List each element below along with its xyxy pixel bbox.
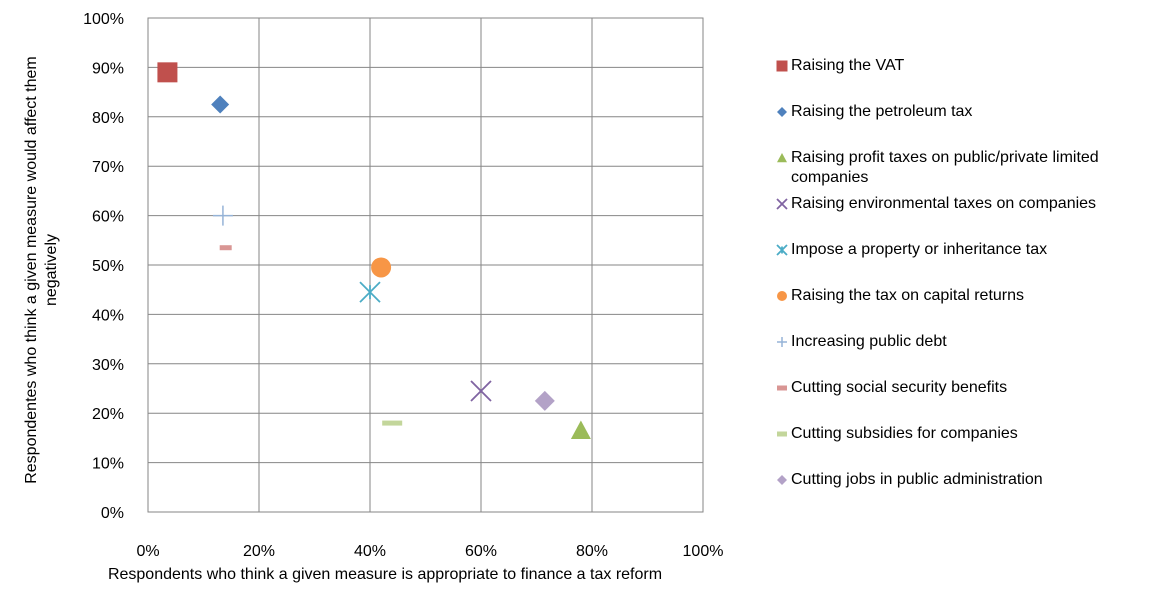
data-point — [371, 257, 392, 278]
legend-marker — [777, 337, 787, 347]
y-tick-label: 10% — [92, 456, 124, 473]
legend-swatch — [777, 107, 787, 117]
x-tick-label: 40% — [354, 543, 386, 560]
legend-label: Increasing public debt — [791, 333, 947, 350]
legend-swatch — [777, 153, 787, 163]
legend-marker — [777, 475, 787, 485]
legend-swatch — [777, 337, 787, 347]
legend-item: Cutting jobs in public administration — [775, 470, 1156, 490]
data-point — [359, 281, 381, 303]
legend-marker — [776, 60, 788, 72]
x-tick-label: 100% — [683, 543, 724, 560]
legend-marker — [777, 385, 787, 391]
legend-marker — [776, 198, 788, 210]
legend-item: Raising the petroleum tax — [775, 102, 1156, 122]
legend-marker — [777, 153, 787, 163]
legend-label: Raising the tax on capital returns — [791, 287, 1025, 304]
legend-swatch — [776, 60, 788, 72]
legend-item: Raising the tax on capital returns — [775, 286, 1156, 306]
y-axis-label-container: Respondentes who think a given measure w… — [12, 20, 72, 520]
legend-swatch — [777, 385, 787, 391]
legend-swatch — [777, 431, 787, 437]
legend-marker — [777, 431, 787, 437]
legend-label: Cutting subsidies for companies — [791, 425, 1018, 442]
y-tick-label: 90% — [92, 60, 124, 77]
legend-label: Impose a property or inheritance tax — [791, 241, 1048, 258]
plot-area: 0% 10% 20% 30% 40% 50% 60% 70% 80% 90% 100% 0% 20% 40… — [83, 11, 724, 560]
legend-label: Raising the VAT — [791, 57, 905, 74]
data-point — [211, 95, 230, 114]
legend-swatch — [777, 475, 787, 485]
data-point — [212, 205, 233, 226]
y-tick-label: 70% — [92, 159, 124, 176]
legend-label: Cutting social security benefits — [791, 379, 1008, 396]
data-point — [470, 380, 492, 402]
y-axis-label: Respondentes who think a given measure w… — [23, 56, 60, 484]
x-tick-label: 20% — [243, 543, 275, 560]
data-point — [534, 390, 555, 411]
legend-item: Cutting subsidies for companies — [775, 424, 1156, 444]
x-tick-label: 0% — [136, 543, 159, 560]
data-point — [157, 62, 178, 83]
y-tick-label: 0% — [101, 505, 124, 522]
data-point — [219, 245, 232, 251]
y-tick-label: 80% — [92, 110, 124, 127]
x-tick-label: 60% — [465, 543, 497, 560]
legend-marker — [777, 107, 787, 117]
y-tick-label: 50% — [92, 258, 124, 275]
legend-item: Raising the VAT — [775, 56, 1156, 76]
y-tick-label: 40% — [92, 307, 124, 324]
x-axis-label: Respondents who think a given measure is… — [107, 566, 663, 583]
legend-marker — [776, 244, 788, 256]
y-tick-label: 30% — [92, 357, 124, 374]
data-point — [382, 420, 403, 426]
legend-item: Raising profit taxes on public/private l… — [775, 148, 1156, 188]
legend-item: Cutting social security benefits — [775, 378, 1156, 398]
legend-label: Raising profit taxes on public/private l… — [791, 149, 1099, 186]
y-tick-label: 60% — [92, 209, 124, 226]
legend-swatch — [777, 291, 787, 301]
legend-swatch — [776, 244, 788, 256]
legend-item: Increasing public debt — [775, 332, 1156, 352]
x-tick-label: 80% — [576, 543, 608, 560]
data-point — [570, 420, 591, 439]
legend-item: Raising environmental taxes on companies — [775, 194, 1156, 214]
legend-label: Cutting jobs in public administration — [791, 471, 1043, 488]
legend-marker — [777, 291, 787, 301]
legend-swatch — [776, 198, 788, 210]
legend-label: Raising environmental taxes on companies — [791, 195, 1097, 212]
y-tick-label: 20% — [92, 406, 124, 423]
legend-label: Raising the petroleum tax — [791, 103, 973, 120]
legend-item: Impose a property or inheritance tax — [775, 240, 1156, 260]
y-tick-label: 100% — [83, 11, 124, 28]
